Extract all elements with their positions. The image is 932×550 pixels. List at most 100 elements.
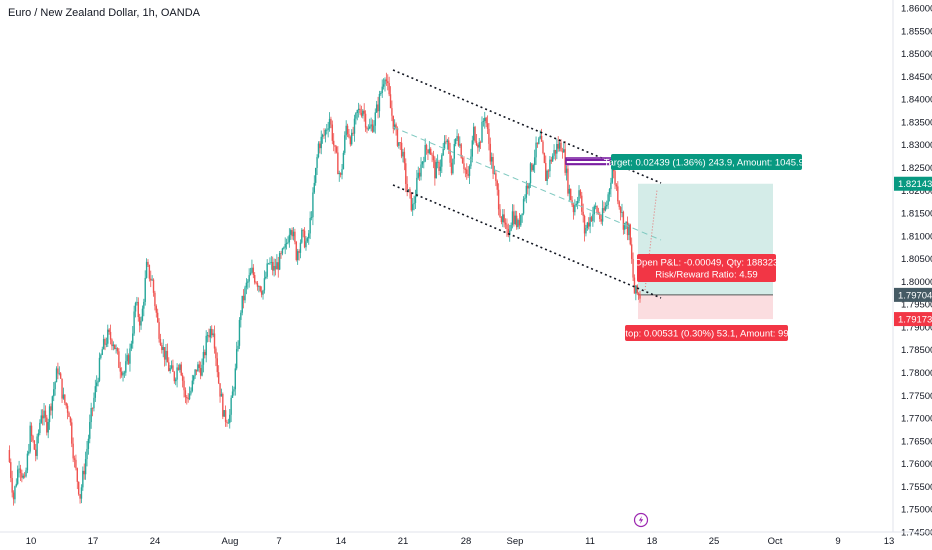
candle-body <box>355 113 357 119</box>
candle-body <box>107 329 109 344</box>
candle-body <box>26 453 29 471</box>
open-pnl-label[interactable]: Open P&L: -0.00049, Qty: 188323Risk/Rewa… <box>635 254 779 282</box>
candle-body <box>37 432 40 437</box>
candle-body <box>111 339 113 347</box>
candle-body <box>262 290 264 295</box>
price-tick-label: 1.84000 <box>901 95 932 106</box>
channel-lower-line[interactable] <box>392 184 662 299</box>
stop-zone[interactable] <box>638 294 773 320</box>
candle-body <box>102 338 105 350</box>
candle-body <box>604 206 607 211</box>
candle-body <box>457 136 460 146</box>
candle-body <box>528 183 530 189</box>
time-tick-label: 28 <box>461 536 472 547</box>
candle-body <box>500 217 503 223</box>
candle-body <box>538 138 540 144</box>
candle-body <box>101 349 103 355</box>
candle-body <box>302 229 304 231</box>
time-axis[interactable]: 10 17 24 Aug 7 14 21 28 Sep 11 18 25 Oct 9 13 <box>0 531 932 547</box>
candle-body <box>611 168 613 183</box>
candle-body <box>521 213 523 215</box>
candle-body <box>163 347 166 360</box>
candle-body <box>617 186 619 202</box>
candle-body <box>298 251 300 253</box>
candle-body <box>567 168 569 194</box>
candle-body <box>206 335 209 336</box>
candle-body <box>535 142 537 158</box>
candle-body <box>292 231 295 237</box>
candle-body <box>382 84 385 87</box>
candle-body <box>309 217 311 234</box>
candle-body <box>43 410 45 419</box>
candle-body <box>260 291 263 295</box>
candle-body <box>190 390 192 394</box>
candle-body <box>326 129 328 131</box>
candle-body <box>165 350 167 360</box>
candle-body <box>277 262 279 270</box>
open-pnl-label-bg <box>637 254 776 282</box>
candle-body <box>237 345 239 350</box>
candle-body <box>280 253 282 254</box>
open-pnl-label-text: Open P&L: -0.00049, Qty: 188323 <box>635 258 779 269</box>
candle-body <box>252 267 255 276</box>
candle-body <box>66 405 69 413</box>
candle-body <box>391 108 393 116</box>
candle-body <box>209 328 212 338</box>
price-axis[interactable]: 1.86000 1.85500 1.85000 1.84500 1.84000 1.835… <box>892 0 932 539</box>
candle-body <box>54 382 56 390</box>
lightning-icon[interactable] <box>633 512 649 528</box>
candle-body <box>621 211 623 213</box>
candle-body <box>330 118 332 125</box>
candle-body <box>143 301 145 309</box>
candle-body <box>371 124 374 132</box>
candle-body <box>463 163 465 170</box>
candle-body <box>434 160 436 179</box>
candle-body <box>288 234 291 243</box>
candle-body <box>119 367 121 372</box>
candle-body <box>431 154 433 156</box>
candle-body <box>291 230 293 237</box>
channel-upper-line[interactable] <box>392 69 662 184</box>
candle-body <box>179 364 181 370</box>
candle-body <box>594 206 597 208</box>
candle-body <box>202 351 205 365</box>
time-tick-label: 17 <box>88 536 99 547</box>
price-badge-target[interactable] <box>894 176 932 191</box>
candle-body <box>410 192 413 211</box>
candle-body <box>425 145 428 150</box>
price-tick-label: 1.80000 <box>901 277 932 288</box>
candle-body <box>276 262 278 270</box>
candle-body <box>393 124 396 129</box>
candle-body <box>377 104 379 112</box>
candle-body <box>585 227 587 234</box>
candle-body <box>176 367 178 380</box>
candle-body <box>409 189 411 193</box>
candle-body <box>159 338 162 346</box>
candle-body <box>82 470 84 488</box>
candle-body <box>308 233 310 239</box>
candle-body <box>542 141 544 154</box>
candle-body <box>40 415 42 423</box>
time-tick-label: Sep <box>507 536 524 547</box>
price-tick-label: 1.81000 <box>901 231 932 242</box>
candle-body <box>75 459 77 469</box>
candle-body <box>71 422 73 444</box>
candle-body <box>539 135 541 139</box>
price-tick-label: 1.75500 <box>901 482 932 493</box>
candle-body <box>281 248 284 254</box>
candle-body <box>244 287 246 301</box>
candle-body <box>352 132 354 134</box>
price-badge-stop[interactable] <box>894 312 932 327</box>
channel-mid-line[interactable] <box>392 126 662 241</box>
candle-body <box>53 389 55 397</box>
stop-label[interactable]: Stop: 0.00531 (0.30%) 53.1, Amount: 990 <box>619 325 794 341</box>
candle-body <box>533 157 536 166</box>
candle-body <box>384 79 386 85</box>
price-tick-label: 1.83000 <box>901 140 932 151</box>
candle-body <box>204 351 206 356</box>
price-badge-current[interactable] <box>894 287 932 302</box>
target-label[interactable]: Target: 0.02439 (1.36%) 243.9, Amount: 1… <box>604 154 809 170</box>
candle-body <box>466 169 468 175</box>
candle-body <box>460 144 462 158</box>
